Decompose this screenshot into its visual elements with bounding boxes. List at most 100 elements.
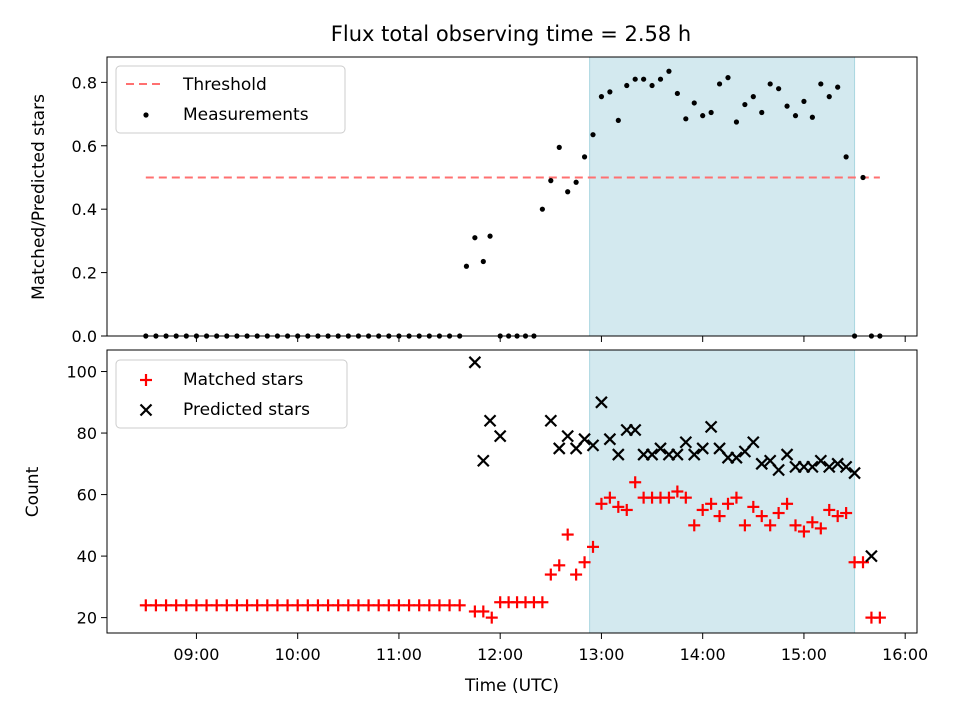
matched-star-point: [140, 374, 152, 386]
predicted-star-point: [831, 457, 844, 471]
matched-star-point: [392, 599, 405, 612]
measurement-point: [733, 119, 740, 125]
bottom-y-ticks: 20 40 60 80 100: [66, 363, 107, 628]
matched-star-point: [603, 491, 616, 504]
measurement-point: [716, 81, 723, 87]
matched-star-point: [251, 599, 264, 612]
predicted-star-point: [468, 356, 482, 369]
measurement-point: [472, 235, 478, 241]
x-tick-label: 11:00: [376, 645, 422, 664]
y-tick-label: 60: [77, 486, 97, 505]
matched-star-point: [342, 599, 355, 612]
predicted-star-point: [772, 463, 785, 477]
predicted-star-point: [780, 448, 794, 461]
predicted-star-point: [552, 442, 566, 455]
measurement-point: [581, 154, 588, 160]
measurement-point: [666, 68, 672, 74]
matched-star-point: [823, 503, 836, 516]
chart-title: Flux total observing time = 2.58 h: [331, 22, 691, 46]
predicted-star-point: [645, 448, 659, 461]
measurement-point: [784, 103, 790, 109]
matched-star-point: [561, 528, 574, 541]
measurement-point: [818, 81, 824, 87]
measurement-point: [809, 114, 815, 120]
y-tick-label: 0.2: [72, 264, 97, 283]
predicted-star-point: [704, 420, 718, 434]
matched-star-point: [873, 611, 886, 624]
matched-star-point: [160, 599, 173, 612]
top-y-ticks: 0.0 0.2 0.4 0.6 0.8: [72, 73, 107, 346]
measurement-point: [835, 84, 841, 90]
measurement-point: [700, 113, 706, 119]
matched-star-point: [814, 522, 827, 535]
measurement-point: [480, 258, 486, 265]
bottom-panel: 20 40 60 80 100 09:00 10:00 11:00 12:00 13:00 14:…: [23, 349, 928, 696]
legend-measurement-swatch: [143, 112, 149, 118]
matched-star-point: [200, 599, 213, 612]
matched-star-point: [362, 599, 375, 612]
measurement-point: [487, 233, 493, 239]
measurement-point: [598, 94, 605, 100]
x-tick-label: 09:00: [173, 645, 219, 664]
measurement-point: [742, 101, 748, 108]
y-tick-label: 0.4: [72, 200, 97, 219]
predicted-star-point: [483, 414, 497, 428]
measurement-point: [548, 178, 554, 184]
top-legend-box: [115, 65, 346, 134]
matched-star-point: [372, 599, 385, 612]
predicted-star-point: [696, 442, 709, 455]
measurement-point: [725, 75, 731, 81]
matched-star-point: [271, 599, 284, 612]
measurement-points: [143, 68, 883, 339]
predicted-star-point: [595, 396, 608, 409]
y-tick-label: 20: [77, 609, 97, 628]
matched-star-point: [210, 599, 223, 612]
top-x-ticks: [195, 336, 906, 342]
predicted-star-point: [679, 436, 693, 449]
matched-star-point: [291, 599, 304, 612]
matched-star-point: [190, 599, 203, 612]
matched-star-point: [570, 568, 583, 581]
measurement-point: [683, 116, 689, 122]
measurement-point: [792, 113, 799, 119]
measurement-point: [801, 98, 807, 104]
measurement-point: [708, 109, 714, 116]
matched-star-point: [261, 599, 274, 612]
matched-star-point: [485, 611, 498, 624]
matched-star-point: [536, 596, 549, 609]
matched-star-point: [764, 519, 777, 532]
predicted-star-point: [477, 454, 490, 468]
matched-star-point: [755, 510, 768, 523]
matched-star-point: [433, 599, 446, 612]
top-axes-frame: [106, 56, 918, 337]
measurement-point: [590, 132, 596, 138]
predicted-star-point: [730, 451, 743, 464]
matched-star-point: [713, 510, 726, 523]
matched-star-point: [696, 503, 709, 516]
predicted-star-point: [561, 429, 574, 443]
bottom-legend-box: [115, 359, 348, 429]
matched-star-point: [477, 605, 490, 618]
measurement-point: [539, 206, 545, 212]
matched-star-point: [797, 525, 810, 538]
matched-star-point: [662, 491, 675, 504]
matched-star-point: [772, 507, 785, 520]
matched-star-point: [730, 491, 743, 504]
matched-star-point: [688, 519, 701, 532]
top-y-axis-label: Matched/Predicted stars: [29, 94, 49, 300]
matched-star-point: [241, 599, 254, 612]
measurement-point: [759, 109, 765, 116]
matched-star-point: [620, 503, 633, 516]
matched-star-point: [831, 510, 844, 523]
predicted-star-point: [848, 466, 861, 480]
matched-star-point: [403, 599, 416, 612]
measurement-point: [607, 89, 613, 95]
y-tick-label: 0.8: [72, 73, 97, 92]
x-tick-label: 13:00: [578, 645, 624, 664]
matched-star-point: [382, 599, 395, 612]
predicted-star-point: [822, 460, 836, 474]
predicted-star-point: [747, 436, 760, 449]
matched-stars-points: [139, 476, 886, 624]
matched-star-point: [781, 497, 794, 510]
matched-star-point: [578, 556, 591, 569]
